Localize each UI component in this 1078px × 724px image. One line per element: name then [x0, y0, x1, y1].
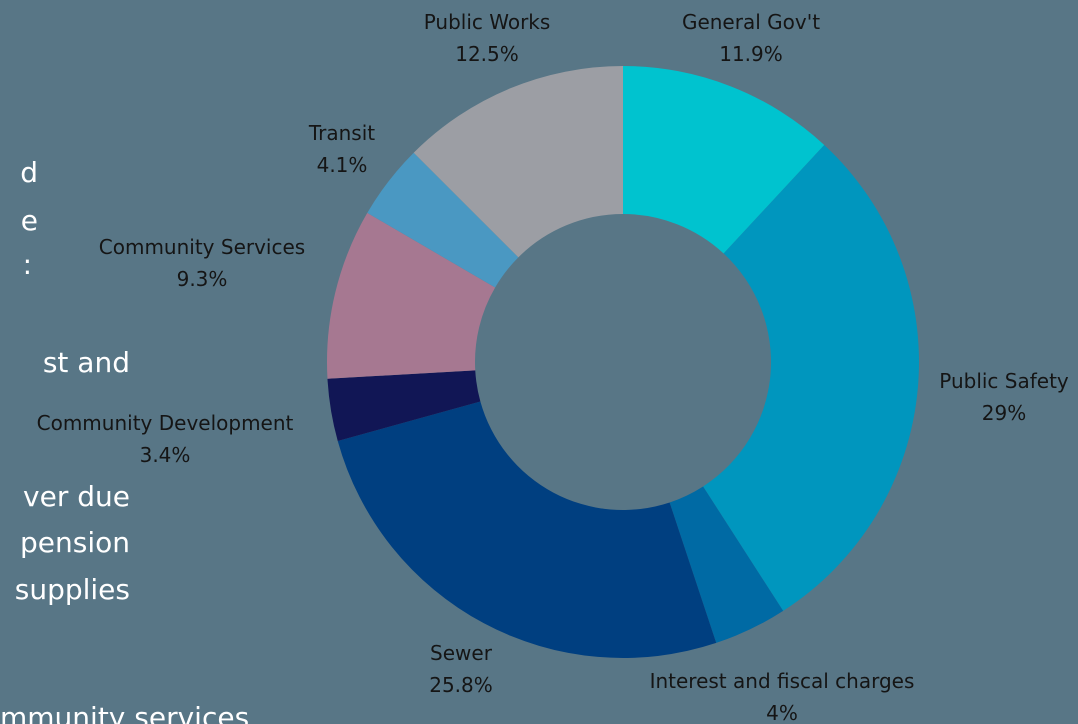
slice-value: 4.1%: [317, 153, 368, 177]
slice-value: 12.5%: [455, 42, 519, 66]
body-text: ver due: [23, 480, 130, 513]
slice: [327, 212, 496, 379]
slice-label: Transit: [308, 121, 375, 145]
body-text: supplies: [15, 573, 130, 606]
slice: [337, 401, 717, 658]
slice-label: Public Safety: [939, 369, 1069, 393]
slice: [413, 66, 623, 258]
slice: [367, 152, 519, 288]
body-text: st and: [43, 346, 130, 379]
slice-value: 11.9%: [719, 42, 783, 66]
slice-label: Public Works: [424, 10, 551, 34]
slice-value: 25.8%: [429, 673, 493, 697]
slice-label: Community Development: [37, 411, 294, 435]
slice: [669, 486, 784, 643]
slice: [327, 370, 481, 442]
slice-label: Community Services: [99, 235, 305, 259]
body-text: pension: [20, 526, 130, 559]
body-text: d: [20, 156, 38, 189]
slice-value: 4%: [766, 701, 798, 724]
slice-value: 3.4%: [140, 443, 191, 467]
body-text: mmunity services: [0, 701, 249, 724]
slice-value: 9.3%: [177, 267, 228, 291]
body-text: e: [21, 204, 38, 237]
slice-label: Sewer: [430, 641, 493, 665]
slice: [703, 144, 919, 611]
slice-label: General Gov't: [682, 10, 820, 34]
slice: [623, 66, 825, 254]
body-text: :: [23, 248, 32, 281]
slice-value: 29%: [982, 401, 1026, 425]
slice-label: Interest and fiscal charges: [650, 669, 915, 693]
